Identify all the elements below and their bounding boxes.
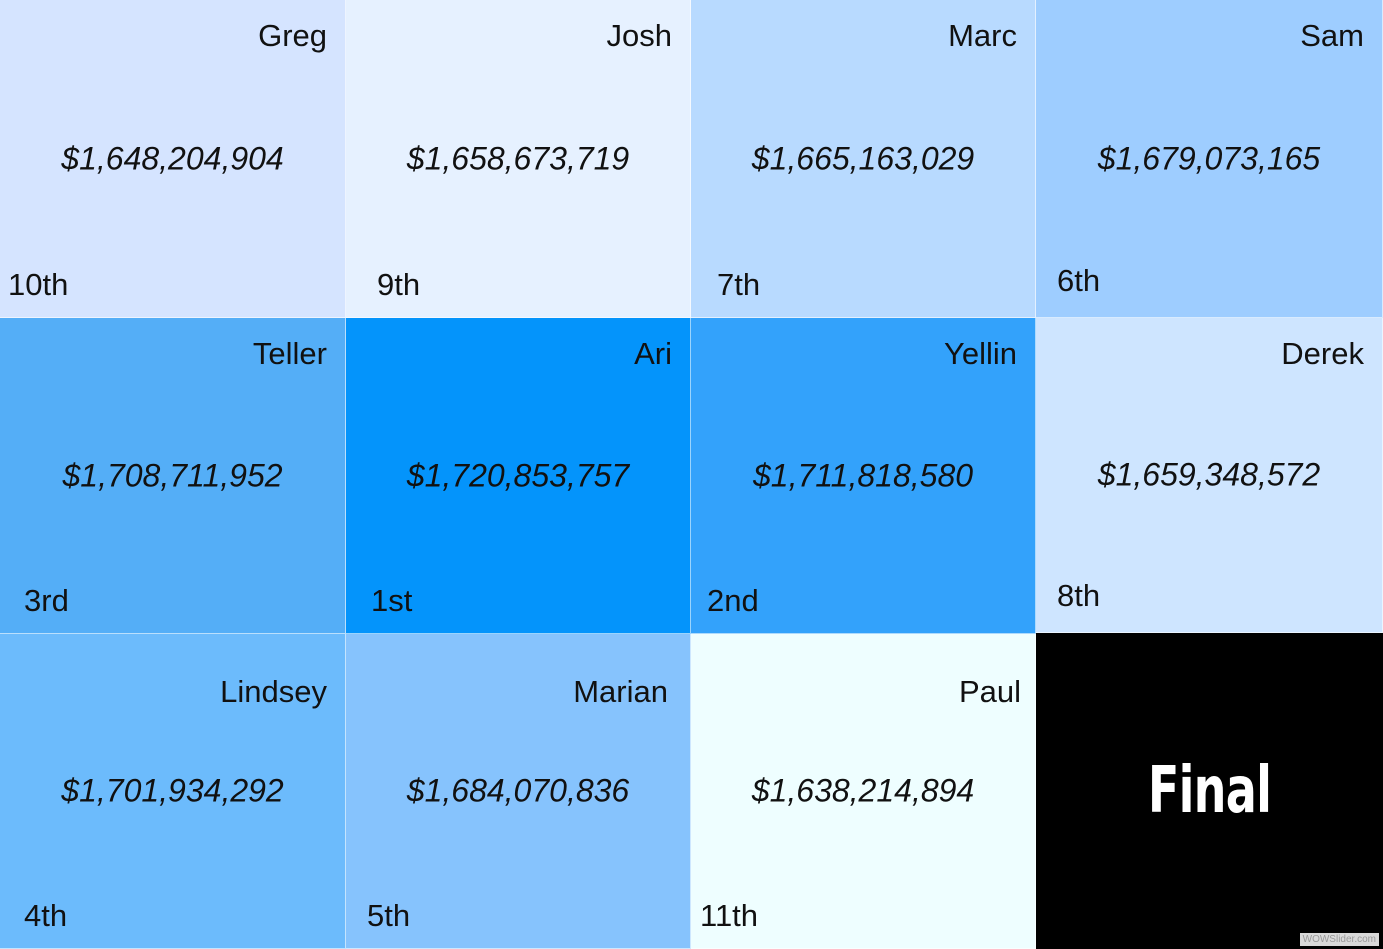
participant-name: Yellin: [944, 336, 1017, 371]
participant-amount: $1,701,934,292: [61, 772, 284, 809]
participant-name: Marian: [573, 674, 668, 709]
tile-greg: Greg $1,648,204,904 10th: [0, 0, 346, 318]
participant-name: Greg: [258, 18, 327, 53]
participant-amount: $1,665,163,029: [751, 140, 975, 176]
participant-amount: $1,708,711,952: [62, 457, 283, 493]
tile-marian: Marian $1,684,070,836 5th: [346, 634, 691, 949]
tile-sam: Sam $1,679,073,165 6th: [1036, 0, 1383, 318]
participant-name: Marc: [948, 18, 1017, 53]
participant-name: Teller: [252, 336, 327, 371]
participant-name: Ari: [634, 336, 672, 371]
participant-rank: 1st: [371, 583, 413, 618]
participant-amount: $1,720,853,757: [406, 457, 630, 493]
participant-rank: 9th: [377, 267, 421, 302]
participant-name: Lindsey: [220, 674, 327, 709]
participant-amount: $1,711,818,580: [752, 457, 974, 493]
participant-rank: 3rd: [24, 583, 69, 618]
watermark: WOWSlider.com: [1299, 933, 1379, 946]
participant-rank: 8th: [1057, 578, 1101, 613]
participant-name: Sam: [1300, 18, 1364, 53]
final-label: Final: [1147, 754, 1272, 828]
tile-derek: Derek $1,659,348,572 8th: [1036, 318, 1383, 633]
participant-name: Derek: [1281, 336, 1364, 371]
tile-josh: Josh $1,658,673,719 9th: [346, 0, 691, 318]
tile-lindsey: Lindsey $1,701,934,292 4th: [0, 634, 346, 949]
participant-rank: 2nd: [707, 583, 759, 618]
participant-name: Paul: [958, 674, 1021, 709]
participant-rank: 7th: [717, 267, 761, 302]
participant-amount: $1,659,348,572: [1097, 456, 1321, 493]
participant-rank: 11th: [700, 898, 759, 933]
participant-rank: 5th: [367, 898, 411, 933]
tile-marc: Marc $1,665,163,029 7th: [691, 0, 1036, 318]
tile-ari: Ari $1,720,853,757 1st: [346, 318, 691, 634]
participant-name: Josh: [606, 18, 672, 53]
tile-paul: Paul $1,638,214,894 11th: [691, 634, 1036, 949]
participant-amount: $1,679,073,165: [1097, 140, 1321, 176]
participant-rank: 4th: [24, 898, 68, 933]
final-tile: Final: [1036, 633, 1383, 949]
participant-amount: $1,684,070,836: [406, 772, 630, 809]
participant-amount: $1,648,204,904: [61, 140, 284, 176]
participant-rank: 6th: [1057, 263, 1101, 298]
tile-yellin: Yellin $1,711,818,580 2nd: [691, 318, 1036, 634]
participant-amount: $1,658,673,719: [406, 140, 630, 176]
tile-teller: Teller $1,708,711,952 3rd: [0, 318, 346, 634]
participant-rank: 10th: [8, 267, 69, 302]
participant-amount: $1,638,214,894: [751, 772, 975, 809]
